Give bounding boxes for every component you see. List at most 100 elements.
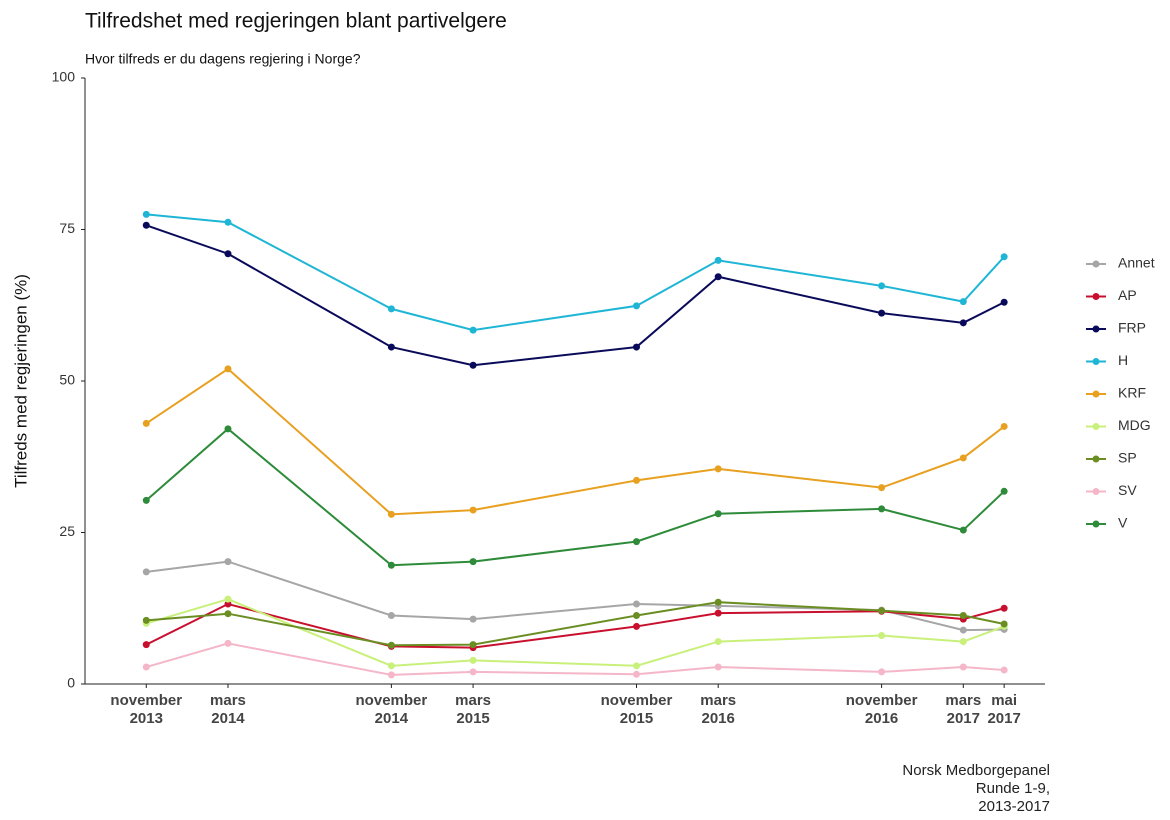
data-point [714, 663, 722, 671]
data-point [632, 662, 640, 670]
legend-label: SV [1118, 482, 1137, 498]
data-point [387, 343, 395, 351]
data-point [142, 641, 150, 649]
x-tick-label: mai 2017 [987, 692, 1021, 727]
data-point [224, 639, 232, 647]
data-point [1000, 253, 1008, 261]
data-point [632, 612, 640, 620]
series-line [145, 642, 1005, 676]
data-point [959, 526, 967, 534]
legend-swatch-dot [1092, 488, 1100, 495]
data-point [632, 302, 640, 310]
data-point [142, 496, 150, 504]
data-point [224, 558, 232, 566]
x-tick-label: november 2013 [110, 692, 183, 727]
y-tick-label: 100 [52, 69, 76, 85]
data-point [387, 641, 395, 649]
x-tick-label: mars 2014 [210, 692, 246, 727]
caption: Norsk Medborgepanel Runde 1-9, 2013-2017 [902, 762, 1050, 816]
data-point [387, 305, 395, 313]
legend-label: H [1118, 352, 1128, 368]
data-point [959, 638, 967, 646]
data-point [387, 510, 395, 518]
legend-swatch-dot [1092, 423, 1100, 430]
data-point [878, 607, 886, 615]
data-point [224, 600, 232, 608]
data-point [1000, 620, 1008, 628]
data-point [714, 510, 722, 518]
legend-label: KRF [1118, 385, 1146, 401]
data-point [959, 626, 967, 634]
data-point [1000, 422, 1008, 430]
y-tick-label: 50 [59, 372, 75, 388]
x-tick-label: mars 2015 [455, 692, 492, 727]
data-point [469, 506, 477, 514]
data-point [1000, 487, 1008, 495]
x-tick-label: november 2015 [600, 692, 673, 727]
data-point [469, 615, 477, 623]
legend-swatch-dot [1092, 260, 1100, 268]
chart-title: Tilfredshet med regjeringen blant partiv… [85, 10, 507, 33]
legend-swatch-dot [1092, 325, 1100, 333]
data-point [224, 218, 232, 226]
data-point [878, 505, 886, 513]
legend-swatch-dot [1092, 358, 1100, 365]
legend-label: MDG [1118, 417, 1151, 433]
data-point [387, 662, 395, 670]
series-line [146, 601, 1005, 647]
x-tick-label: november 2016 [845, 692, 918, 727]
data-point [387, 561, 395, 569]
data-point [142, 663, 150, 671]
data-point [878, 632, 886, 640]
data-point [469, 558, 477, 566]
data-point [878, 668, 886, 676]
legend-swatch-dot [1092, 520, 1100, 528]
chart-subtitle: Hvor tilfreds er du dagens regjering i N… [85, 51, 361, 67]
data-point [1000, 666, 1008, 674]
data-point [878, 309, 886, 317]
data-point [878, 484, 886, 492]
x-tick-label: mars 2017 [945, 692, 982, 727]
data-point [142, 568, 150, 576]
data-point [632, 622, 640, 630]
data-point [1000, 604, 1008, 612]
data-point [714, 609, 722, 617]
data-point [714, 465, 722, 473]
data-point [714, 638, 722, 646]
data-point [632, 600, 640, 608]
legend-label: SP [1118, 450, 1137, 466]
data-point [142, 616, 150, 624]
data-point [469, 668, 477, 676]
data-point [959, 319, 967, 327]
data-point [469, 656, 477, 664]
series-line [145, 427, 1005, 567]
data-point [387, 612, 395, 620]
data-point [224, 610, 232, 618]
y-tick-label: 75 [59, 220, 75, 236]
data-point [714, 598, 722, 606]
data-point [142, 419, 150, 427]
data-point [632, 538, 640, 546]
data-point [959, 454, 967, 462]
data-point [142, 210, 150, 218]
data-point [224, 425, 232, 433]
y-tick-label: 25 [59, 523, 75, 539]
x-tick-label: november 2014 [355, 692, 428, 727]
caption-line: Norsk Medborgepanel [902, 762, 1050, 779]
data-point [142, 221, 150, 229]
data-point [632, 343, 640, 351]
data-point [469, 326, 477, 334]
legend-swatch-dot [1092, 455, 1100, 463]
data-point [469, 361, 477, 369]
series-line [145, 367, 1005, 516]
data-point [632, 476, 640, 484]
data-point [224, 365, 232, 373]
y-tick-label: 0 [67, 675, 75, 691]
data-point [959, 612, 967, 620]
data-point [224, 250, 232, 258]
data-point [469, 641, 477, 649]
data-point [1000, 298, 1008, 306]
legend-swatch-dot [1092, 293, 1100, 300]
